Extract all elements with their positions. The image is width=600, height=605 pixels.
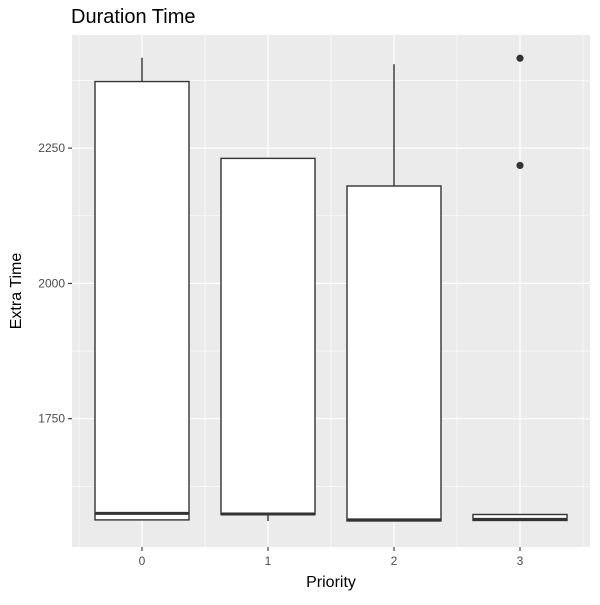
box-iqr — [220, 157, 316, 516]
x-tick-label: 0 — [139, 554, 146, 568]
y-tick-label: 1750 — [38, 412, 65, 426]
box-series — [94, 54, 568, 522]
box-group-0 — [94, 57, 190, 521]
box-iqr — [346, 185, 442, 522]
x-tick-label: 2 — [391, 554, 398, 568]
y-tick-label: 2250 — [38, 141, 65, 155]
x-tick-label: 1 — [265, 554, 272, 568]
x-axis-title: Priority — [306, 574, 356, 591]
outlier-point — [516, 161, 524, 170]
box-group-3 — [472, 54, 568, 522]
outlier-point — [516, 54, 524, 62]
box-group-2 — [346, 64, 442, 522]
box-group-1 — [220, 157, 316, 521]
y-tick-label: 2000 — [38, 276, 65, 290]
x-tick-label: 3 — [517, 554, 524, 568]
x-axis: 0 1 2 3 — [139, 547, 524, 568]
y-axis-title: Extra Time — [8, 253, 25, 330]
chart-title: Duration Time — [71, 6, 196, 28]
y-axis: 1750 2000 2250 — [38, 141, 72, 426]
box-iqr — [94, 80, 190, 521]
